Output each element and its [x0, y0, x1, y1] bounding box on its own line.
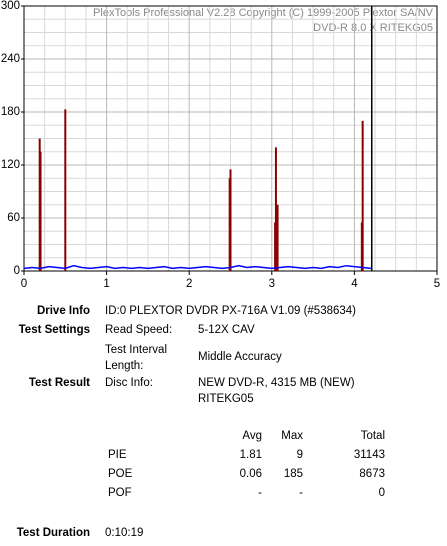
- info-label: Drive Info: [37, 305, 90, 317]
- x-tick-label: 5: [434, 278, 440, 290]
- table-cell: 0.06: [240, 468, 262, 480]
- y-tick-label: 300: [1, 0, 20, 12]
- x-tick-label: 3: [269, 278, 275, 290]
- table-row-label: POF: [108, 487, 132, 499]
- table-cell: 31143: [354, 449, 385, 461]
- x-tick-label: 0: [21, 278, 27, 290]
- table-row-label: POE: [108, 468, 133, 480]
- spike: [64, 109, 67, 271]
- spike: [274, 147, 277, 271]
- info-value: Middle Accuracy: [198, 351, 282, 363]
- info-sublabel: Disc Info:: [105, 377, 153, 389]
- table-cell: 0: [379, 487, 385, 499]
- y-tick-label: 60: [7, 212, 20, 224]
- line: [23, 264, 371, 270]
- spike: [276, 204, 279, 271]
- table-header: Total: [361, 430, 385, 442]
- table-cell: -: [299, 487, 303, 499]
- info-label: Test Duration: [17, 527, 90, 539]
- table-header: Avg: [242, 430, 262, 442]
- info-value: RITEKG05: [198, 393, 254, 405]
- x-tick-label: 1: [103, 278, 109, 290]
- y-tick-label: 180: [1, 106, 20, 118]
- chart-title: PlexTools Professional V2.28 Copyright (…: [93, 7, 434, 19]
- info-label: Test Settings: [19, 324, 90, 336]
- info-value: 0:10:19: [105, 527, 143, 539]
- info-label: Test Result: [29, 377, 90, 389]
- table-row-label: PIE: [108, 449, 127, 461]
- spike: [39, 151, 42, 271]
- x-tick-label: 4: [351, 278, 358, 290]
- info-sublabel: Test Interval: [105, 344, 167, 356]
- table-cell: 185: [284, 468, 303, 480]
- y-tick-label: 240: [1, 53, 20, 65]
- info-sublabel: Length:: [105, 360, 143, 372]
- x-tick-label: 2: [186, 278, 192, 290]
- table-cell: 9: [297, 449, 303, 461]
- info-value: ID:0 PLEXTOR DVDR PX-716A V1.09 (#538634…: [105, 305, 356, 317]
- table-cell: 8673: [359, 468, 385, 480]
- spike: [229, 169, 232, 271]
- result-table: Avg Max Total PIE 1.81 9 31143 POE 0.06 185 8673 PO…: [108, 430, 385, 499]
- chart-subtitle: DVD-R 8.0 X RITEKG05: [313, 22, 433, 34]
- y-tick-label: 0: [14, 265, 20, 277]
- table-header: Max: [281, 430, 303, 442]
- table-cell: -: [258, 487, 262, 499]
- table-cell: 1.81: [240, 449, 262, 461]
- spike: [361, 120, 364, 271]
- y-tick-label: 120: [1, 159, 20, 171]
- chart: 0 60 120 180 240 300 0 1 2 3 4 5: [1, 0, 440, 290]
- info-sublabel: Read Speed:: [105, 324, 172, 336]
- info-value: 5-12X CAV: [198, 324, 255, 336]
- info-value: NEW DVD-R, 4315 MB (NEW): [198, 377, 355, 389]
